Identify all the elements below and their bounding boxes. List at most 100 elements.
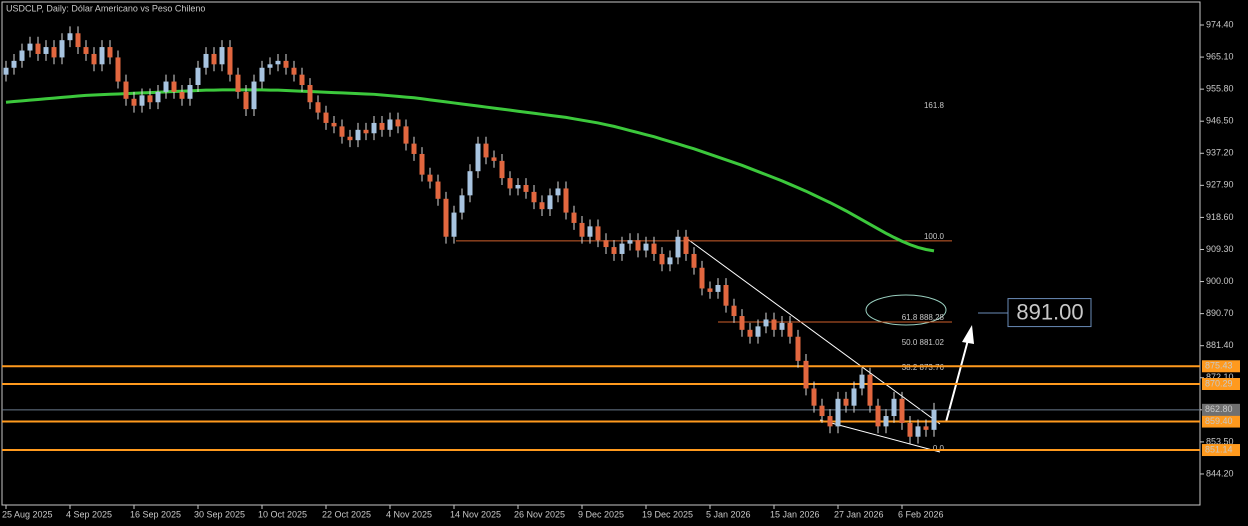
level-label: 859.40	[1205, 416, 1233, 426]
candle-body	[563, 188, 569, 213]
candle-body	[531, 191, 537, 203]
candle-body	[283, 60, 289, 68]
fib-label: 100.0	[924, 232, 945, 241]
level-box	[1202, 415, 1240, 428]
price-box	[1202, 403, 1240, 416]
level-label: 851.14	[1205, 444, 1233, 454]
price-label: 862.80	[1205, 404, 1233, 414]
y-tick-label: 965.10	[1206, 51, 1234, 61]
candle-body	[443, 198, 449, 237]
candle-body	[219, 47, 225, 65]
candle-body	[779, 322, 785, 330]
x-tick-label: 25 Aug 2025	[2, 509, 53, 519]
candle-body	[595, 226, 601, 241]
candle-body	[523, 185, 529, 192]
x-tick-label: 9 Dec 2025	[578, 509, 624, 519]
y-tick-label: 881.40	[1206, 340, 1234, 350]
candle-body	[67, 33, 73, 41]
candle-body	[155, 91, 161, 103]
target-label: 891.00	[1016, 299, 1083, 324]
level-label: 870.29	[1205, 378, 1233, 388]
candle-body	[475, 143, 481, 172]
candle-body	[875, 405, 881, 427]
fib-label: 50.0 881.02	[902, 338, 945, 347]
candle-body	[395, 119, 401, 127]
candle-body	[403, 126, 409, 144]
candle-body	[931, 409, 937, 430]
candle-body	[827, 416, 833, 427]
moving-average	[5, 88, 935, 253]
candle-body	[635, 240, 641, 251]
y-tick-label: 853.50	[1206, 436, 1234, 446]
candle-body	[907, 422, 913, 437]
candle-body	[539, 202, 545, 210]
x-tick-label: 16 Sep 2025	[130, 509, 181, 519]
candle-body	[851, 388, 857, 406]
candle-body	[707, 288, 713, 292]
candle-body	[139, 95, 145, 106]
candle-body	[627, 240, 633, 244]
y-tick-label: 872.10	[1206, 372, 1234, 382]
candle-body	[659, 253, 665, 265]
x-tick-label: 5 Jan 2026	[706, 509, 751, 519]
plot-frame	[1, 1, 1201, 506]
candle-body	[91, 53, 97, 65]
candle-body	[187, 85, 193, 99]
candle-body	[651, 243, 657, 254]
x-tick-label: 6 Feb 2026	[898, 509, 944, 519]
candle-body	[491, 157, 497, 161]
candle-body	[363, 129, 369, 134]
highlight-ellipse	[865, 294, 947, 326]
candle-body	[427, 174, 433, 182]
candle-body	[819, 405, 825, 417]
candle-body	[35, 43, 41, 54]
candle-body	[747, 329, 753, 337]
candle-body	[203, 53, 209, 68]
candle-body	[131, 98, 137, 106]
candle-body	[267, 64, 273, 68]
fib-label: 161.8	[924, 101, 945, 110]
chart-title: USDCLP, Daily: Dólar Americano vs Peso C…	[6, 3, 205, 13]
candle-body	[683, 236, 689, 254]
candle-body	[179, 91, 185, 99]
candle-body	[883, 416, 889, 427]
candle-body	[899, 398, 905, 423]
candle-body	[243, 91, 249, 110]
candle-body	[379, 122, 385, 130]
candle-body	[291, 67, 297, 75]
x-tick-label: 26 Nov 2025	[514, 509, 565, 519]
y-tick-label: 937.20	[1206, 148, 1234, 158]
candle-body	[699, 267, 705, 289]
x-tick-label: 30 Sep 2025	[194, 509, 245, 519]
candle-body	[859, 374, 865, 389]
y-tick-label: 844.20	[1206, 468, 1234, 478]
candle-body	[811, 388, 817, 406]
candle-body	[923, 426, 929, 430]
candle-body	[163, 81, 169, 92]
candle-body	[251, 81, 257, 110]
candle-body	[355, 129, 361, 141]
target-box	[1007, 298, 1092, 328]
candle-body	[115, 57, 121, 82]
candle-body	[507, 178, 513, 189]
candle-body	[43, 47, 49, 54]
candle-body	[835, 398, 841, 427]
candle-body	[803, 360, 809, 389]
x-tick-label: 22 Oct 2025	[322, 509, 371, 519]
candle-body	[331, 122, 337, 127]
candle-body	[459, 195, 465, 213]
candle-body	[843, 398, 849, 406]
candle-body	[867, 374, 873, 406]
candle-body	[19, 50, 25, 61]
candle-body	[483, 143, 489, 158]
y-tick-label: 927.90	[1206, 180, 1234, 190]
candle-body	[891, 398, 897, 417]
candle-body	[715, 285, 721, 292]
candle-body	[323, 112, 329, 123]
candle-body	[667, 257, 673, 265]
candle-body	[515, 185, 521, 189]
x-tick-label: 27 Jan 2026	[834, 509, 884, 519]
arrow-head	[962, 325, 974, 344]
